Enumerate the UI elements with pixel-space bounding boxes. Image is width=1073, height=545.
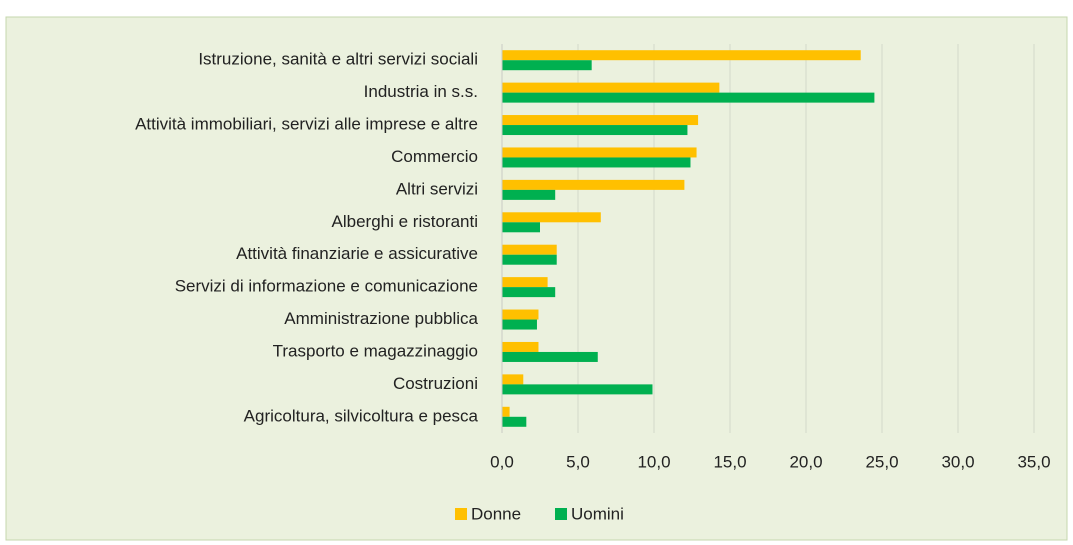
x-tick-label: 5,0: [566, 452, 590, 471]
x-tick-label: 25,0: [865, 452, 898, 471]
bar: [502, 179, 685, 190]
bar: [502, 341, 539, 352]
y-tick-label: Costruzioni: [393, 374, 478, 393]
bar: [502, 82, 720, 93]
y-tick-label: Altri servizi: [396, 179, 478, 198]
bar: [502, 115, 699, 126]
bar: [502, 287, 556, 298]
bar: [502, 309, 539, 320]
bar: [502, 277, 548, 288]
y-tick-label: Istruzione, sanità e altri servizi socia…: [198, 50, 478, 69]
bar: [502, 254, 557, 265]
x-tick-label: 15,0: [713, 452, 746, 471]
bar: [502, 50, 861, 61]
bar: [502, 374, 524, 385]
bar: [502, 157, 691, 168]
x-tick-label: 30,0: [941, 452, 974, 471]
bar: [502, 189, 556, 200]
y-tick-label: Attività finanziarie e assicurative: [236, 244, 478, 263]
bar: [502, 60, 592, 71]
x-tick-label: 10,0: [637, 452, 670, 471]
x-tick-label: 35,0: [1017, 452, 1050, 471]
bar: [502, 212, 601, 223]
y-tick-label: Trasporto e magazzinaggio: [273, 341, 478, 360]
bar: [502, 244, 557, 255]
bar: [502, 147, 697, 158]
bar: [502, 125, 688, 136]
y-tick-label: Amministrazione pubblica: [284, 309, 478, 328]
bar: [502, 351, 598, 362]
y-tick-label: Attività immobiliari, servizi alle impre…: [135, 115, 478, 134]
legend-swatch: [555, 508, 567, 520]
bar: [502, 319, 537, 330]
legend-label: Uomini: [571, 504, 624, 523]
legend-swatch: [455, 508, 467, 520]
y-tick-label: Alberghi e ristoranti: [332, 212, 478, 231]
bar: [502, 222, 540, 233]
x-tick-label: 20,0: [789, 452, 822, 471]
bar: [502, 416, 527, 427]
bar: [502, 406, 510, 417]
y-tick-label: Agricoltura, silvicoltura e pesca: [244, 406, 479, 425]
y-tick-label: Servizi di informazione e comunicazione: [175, 277, 478, 296]
bar: [502, 92, 875, 103]
y-tick-label: Commercio: [391, 147, 478, 166]
y-tick-label: Industria in s.s.: [364, 82, 478, 101]
legend-label: Donne: [471, 504, 521, 523]
bar: [502, 384, 653, 395]
x-tick-label: 0,0: [490, 452, 514, 471]
